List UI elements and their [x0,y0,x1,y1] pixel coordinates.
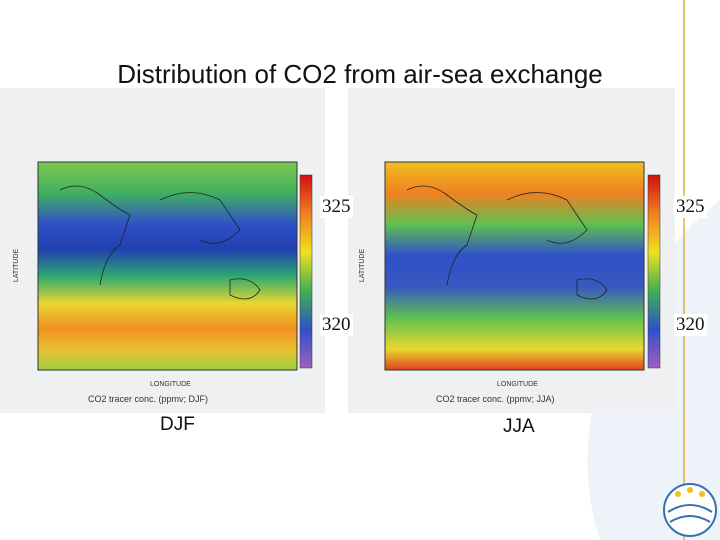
scale-label: 325 [674,196,707,218]
axis-label: LATITUDE [13,248,21,283]
slide-title: Distribution of CO2 from air-sea exchang… [117,59,603,89]
scale-label: 320 [320,314,353,336]
axis-label: LONGITUDE [150,381,191,388]
axis-label: LATITUDE [359,248,367,283]
scale-label: 325 [320,196,353,218]
panel-caption: JJA [503,416,535,437]
axis-label: LONGITUDE [497,381,538,388]
panel-caption: DJF [160,414,195,435]
map-caption: CO2 tracer conc. (ppmv; JJA) [436,394,555,404]
map-caption: CO2 tracer conc. (ppmv; DJF) [88,394,209,404]
scale-label: 320 [674,314,707,336]
